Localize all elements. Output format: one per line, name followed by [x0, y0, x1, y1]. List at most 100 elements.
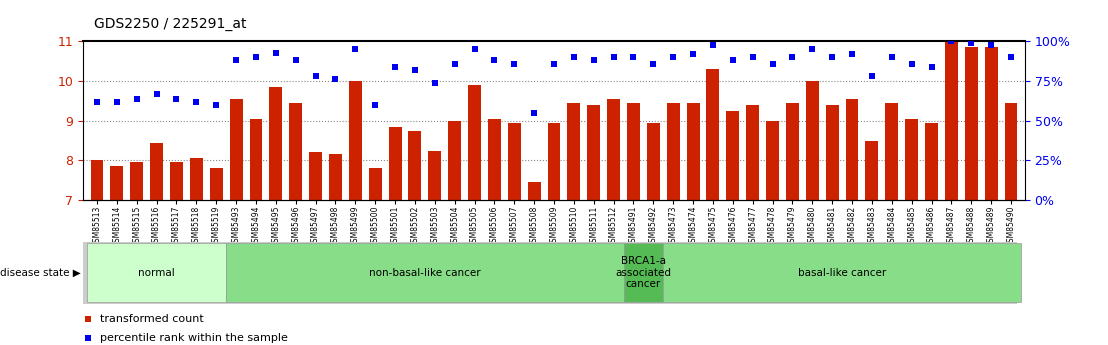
Bar — [687, 103, 699, 200]
Point — [803, 47, 821, 52]
Bar — [209, 168, 223, 200]
Text: basal-like cancer: basal-like cancer — [798, 268, 886, 277]
Bar — [647, 123, 659, 200]
Point — [147, 91, 165, 97]
Text: disease state ▶: disease state ▶ — [0, 268, 81, 277]
Bar — [825, 105, 839, 200]
Bar — [289, 103, 302, 200]
Bar — [905, 119, 919, 200]
Point — [625, 55, 643, 60]
Bar — [131, 162, 143, 200]
Bar — [468, 85, 481, 200]
Bar — [527, 182, 541, 200]
Bar — [269, 87, 283, 200]
Point — [465, 47, 483, 52]
Point — [327, 77, 345, 82]
Bar — [547, 123, 561, 200]
Point — [127, 96, 145, 101]
Point — [585, 58, 603, 63]
Point — [763, 61, 781, 66]
Point — [387, 64, 404, 70]
Point — [545, 61, 563, 66]
Bar — [309, 152, 322, 200]
Point — [79, 316, 96, 322]
Point — [724, 58, 741, 63]
Point — [685, 51, 702, 57]
Point — [645, 61, 663, 66]
Point — [79, 335, 96, 341]
Point — [107, 99, 125, 105]
Bar — [727, 111, 739, 200]
Point — [983, 42, 1001, 47]
Bar — [170, 162, 183, 200]
Point — [406, 67, 423, 73]
Bar — [746, 105, 759, 200]
Bar — [865, 141, 879, 200]
Point — [267, 50, 285, 55]
Text: normal: normal — [138, 268, 175, 277]
Point — [167, 96, 185, 101]
Point — [963, 40, 981, 46]
Point — [743, 55, 761, 60]
Bar — [329, 155, 342, 200]
Bar — [587, 105, 601, 200]
Bar — [229, 99, 243, 200]
Bar — [369, 168, 381, 200]
Bar — [189, 158, 203, 200]
Text: non-basal-like cancer: non-basal-like cancer — [369, 268, 481, 277]
Bar — [664, 243, 1020, 302]
Bar — [349, 81, 362, 200]
Text: BRCA1-a
associated
cancer: BRCA1-a associated cancer — [615, 256, 671, 289]
Bar — [409, 131, 421, 200]
Point — [227, 58, 245, 63]
Bar — [627, 103, 640, 200]
Bar — [707, 69, 719, 200]
Bar — [507, 123, 521, 200]
Point — [704, 42, 721, 47]
Point — [187, 99, 205, 105]
Bar — [226, 243, 624, 302]
Bar — [806, 81, 819, 200]
Point — [843, 51, 861, 57]
Point — [505, 61, 523, 66]
Bar — [667, 103, 679, 200]
Point — [445, 61, 463, 66]
Point — [425, 80, 443, 86]
Point — [823, 55, 841, 60]
Point — [665, 55, 683, 60]
Point — [287, 58, 305, 63]
Point — [903, 61, 921, 66]
Bar — [786, 103, 799, 200]
Point — [247, 55, 265, 60]
Point — [347, 47, 365, 52]
Point — [307, 73, 325, 79]
Bar — [91, 160, 103, 200]
Bar — [965, 47, 977, 200]
Point — [207, 102, 225, 108]
Bar — [925, 123, 938, 200]
Text: transformed count: transformed count — [100, 314, 204, 324]
Bar — [249, 119, 263, 200]
Bar — [567, 103, 581, 200]
Bar — [607, 99, 620, 200]
Bar — [845, 99, 859, 200]
Point — [863, 73, 881, 79]
Bar — [111, 166, 123, 200]
Bar — [449, 121, 461, 200]
Bar — [885, 103, 899, 200]
Bar — [88, 243, 226, 302]
Point — [367, 102, 384, 108]
Bar — [945, 41, 957, 200]
Bar — [985, 47, 997, 200]
Text: percentile rank within the sample: percentile rank within the sample — [100, 333, 287, 343]
Point — [89, 99, 106, 105]
Bar — [624, 243, 664, 302]
Bar — [766, 121, 779, 200]
Bar — [1005, 103, 1017, 200]
Point — [783, 55, 801, 60]
Point — [883, 55, 901, 60]
Point — [605, 55, 623, 60]
Point — [525, 110, 543, 116]
Point — [565, 55, 583, 60]
Bar — [389, 127, 401, 200]
